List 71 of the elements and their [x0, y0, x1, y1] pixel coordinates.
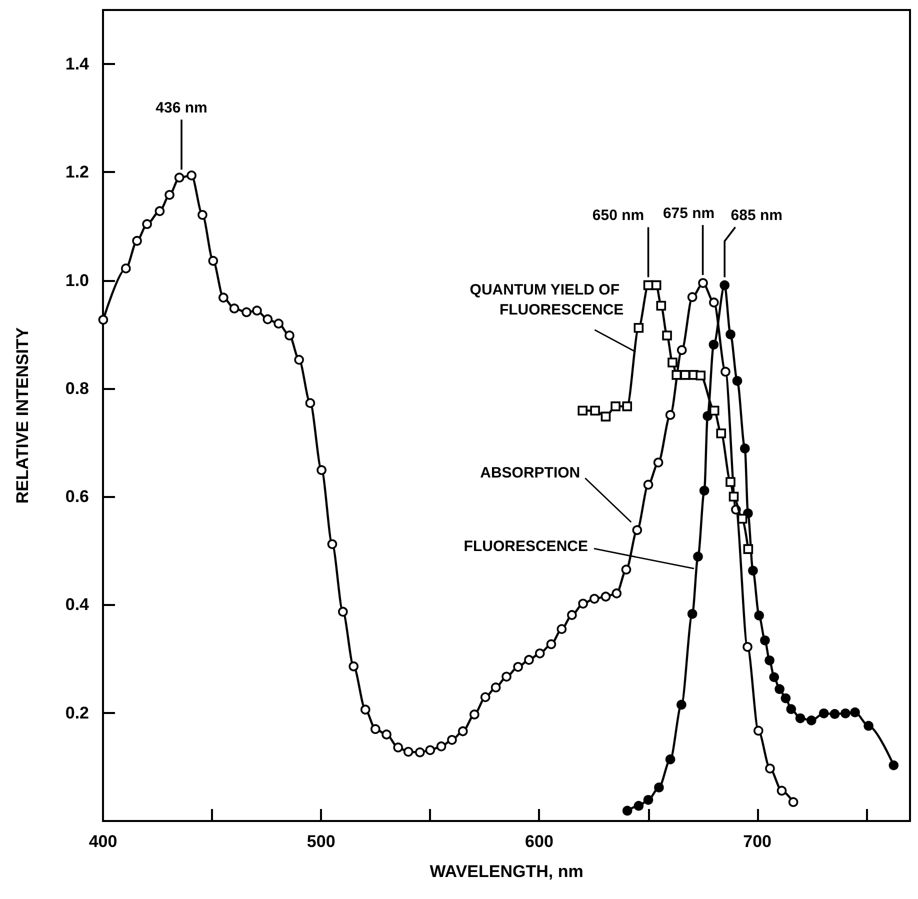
text: FLUORESCENCE [464, 538, 588, 556]
point [687, 609, 698, 619]
point [888, 760, 899, 770]
point [795, 713, 806, 724]
y-tick-label: 0.4 [65, 595, 90, 614]
point [708, 340, 719, 350]
text: QUANTUM YIELD OF [470, 281, 620, 298]
point [840, 708, 850, 718]
y-tick-label: 1.0 [65, 270, 89, 290]
point [680, 370, 690, 380]
point [656, 300, 666, 311]
annotation: 650 nm [592, 207, 644, 224]
point [780, 693, 791, 704]
point [769, 672, 780, 682]
point [740, 444, 750, 454]
x-tick-label: 600 [525, 832, 554, 851]
point [634, 323, 644, 333]
text: ABSORPTION [480, 464, 580, 482]
point [634, 800, 644, 811]
annotation: 685 nm [730, 207, 782, 224]
point [774, 684, 784, 694]
point [590, 406, 600, 416]
point [732, 376, 742, 386]
y-tick-label: 0.2 [65, 703, 89, 722]
point [702, 411, 712, 421]
annotation: 436 nm [156, 100, 208, 117]
point [643, 795, 654, 805]
point [830, 709, 840, 719]
point [760, 636, 770, 646]
point [764, 656, 774, 666]
point [600, 412, 611, 422]
point [672, 370, 682, 380]
y-tick-label: 1.4 [65, 54, 90, 74]
y-tick-label: 0.8 [65, 378, 89, 398]
point [806, 716, 816, 726]
y-axis-title: RELATIVE INTENSITY [13, 326, 32, 504]
point [668, 358, 678, 368]
point [720, 280, 730, 290]
point [676, 700, 686, 710]
x-tick-label: 500 [306, 832, 336, 851]
point [864, 720, 874, 731]
y-tick-label: 1.2 [65, 162, 89, 182]
point [622, 401, 632, 412]
point [743, 544, 754, 554]
point [818, 708, 829, 718]
point [850, 707, 860, 718]
point [654, 782, 664, 792]
x-tick-label: 700 [743, 832, 772, 851]
point [728, 492, 739, 502]
text: FLUORESCENCE [499, 301, 624, 318]
point [737, 514, 748, 524]
point [748, 566, 758, 576]
point [651, 280, 662, 290]
point [693, 552, 703, 562]
point [709, 406, 720, 416]
x-axis-title: WAVELENGTH, nm [430, 862, 584, 881]
annotation: 675 nm [662, 205, 715, 222]
point [754, 610, 764, 620]
point [665, 754, 676, 764]
y-tick-label: 0.6 [65, 487, 89, 506]
point [786, 704, 796, 714]
point [716, 428, 726, 438]
point [610, 401, 620, 412]
point [726, 330, 736, 340]
point [662, 330, 672, 340]
point [578, 406, 588, 416]
x-tick-label: 400 [88, 832, 118, 851]
point [699, 486, 710, 496]
point [726, 477, 736, 487]
point [696, 370, 706, 380]
point [622, 806, 632, 816]
